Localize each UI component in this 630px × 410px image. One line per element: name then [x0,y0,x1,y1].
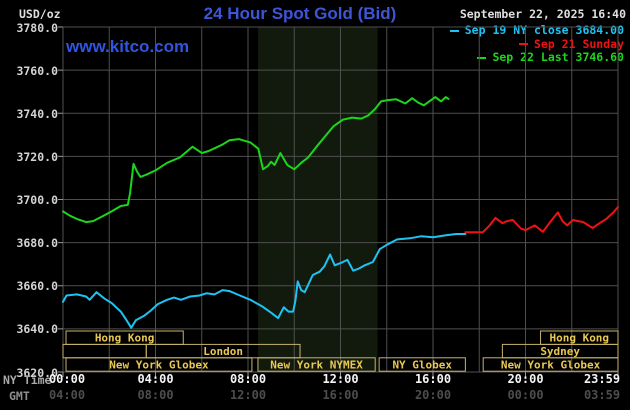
y-axis-tick-label: 3760.0 [16,63,58,78]
x-axis-gmt-label: 16:00 [322,388,359,402]
session-box [257,357,376,372]
session-label: New York Globex [501,358,601,371]
chart-title: 24 Hour Spot Gold (Bid) [203,4,397,23]
price-line-2 [62,96,450,224]
x-axis-gmt-label: 20:00 [414,388,452,402]
x-axis-ny-label: 08:00 [229,372,267,386]
session-box [482,357,619,372]
x-axis-ny-label: 20:00 [507,372,544,386]
session-label: NY Globex [392,358,452,371]
session-label: New York NYMEX [270,358,363,371]
x-axis-ny-label: 16:00 [414,372,452,386]
price-line-0 [62,233,467,329]
session-label: Hong Kong [549,332,609,345]
x-axis-gmt-label: 08:00 [137,388,174,402]
units-label: USD/oz [19,7,61,21]
legend-dash-icon [449,29,459,32]
kitco-watermark-link[interactable]: www.kitco.com [66,37,190,56]
x-axis-ny-label: 04:00 [137,372,174,386]
x-axis-gmt-label: 12:00 [229,388,267,402]
session-box [62,343,147,359]
session-label: New York Globex [109,358,209,371]
gmt-axis-label: GMT [9,389,30,403]
y-axis-tick-label: 3780.0 [16,20,58,35]
y-axis-tick-label: 3720.0 [16,149,58,164]
x-axis-ny-label: 23:59 [583,372,621,386]
x-axis-ny-label: 00:00 [48,372,86,386]
price-line-1 [464,206,619,234]
legend-dash-icon [477,56,487,59]
y-axis-tick-label: 3660.0 [16,279,58,294]
ny-time-axis-label: NY Time [3,373,52,387]
x-axis-gmt-label: 00:00 [507,388,544,402]
session-label: Hong Kong [95,332,155,345]
legend-item-2: Sep 22 Last 3746.60 [450,50,624,65]
x-axis-gmt-label: 03:59 [583,388,621,402]
y-axis-tick-label: 3620.0 [16,365,58,380]
x-axis-ny-label: 12:00 [322,372,359,386]
x-axis-gmt-label: 04:00 [48,388,86,402]
y-axis-tick-label: 3640.0 [16,322,58,337]
y-axis-tick-label: 3700.0 [16,193,58,207]
y-axis-tick-label: 3740.0 [16,106,58,121]
session-label: Sydney [540,345,580,358]
session-box [378,357,466,372]
session-label: London [203,345,243,358]
session-box [65,357,253,372]
y-axis-tick-label: 3680.0 [16,236,58,251]
datetime-label: September 22, 2025 16:40 [459,7,626,21]
legend-dash-icon [518,43,528,45]
legend-label: Sep 22 Last 3746.60 [492,50,624,64]
